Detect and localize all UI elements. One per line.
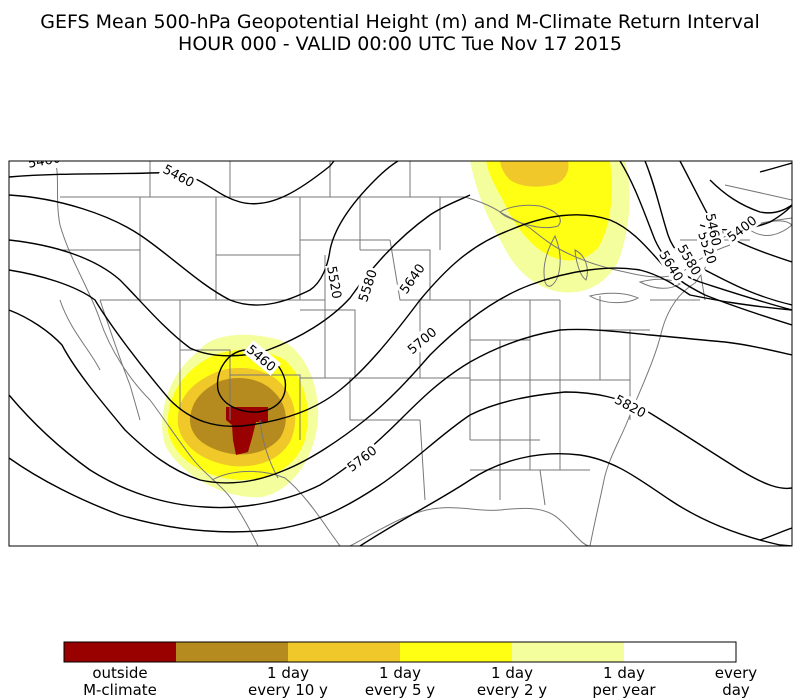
colorbar-label: outside M-climate [65,665,175,699]
colorbar-label-line2: every 10 y [248,681,328,699]
colorbar-label-line2: day [722,681,750,699]
colorbar-label-line2: every 2 y [476,681,548,699]
map-frame [8,160,793,547]
chart-title: GEFS Mean 500-hPa Geopotential Height (m… [40,11,760,33]
colorbar-label: 1 day per year [569,665,679,699]
colorbar-swatch [64,642,176,662]
contour-label: 5460 [27,151,62,172]
colorbar-label: 1 day every 2 y [457,665,567,699]
colorbar-label: 1 day every 10 y [233,665,343,699]
map-background [9,161,792,546]
colorbar-swatch [512,642,624,662]
colorbar-label-line1: 1 day [603,664,645,682]
contour-label: 5460 [702,212,724,247]
colorbar-label-line1: outside [92,664,148,682]
geographic-boundaries [54,161,792,546]
colorbar-frame [63,641,737,663]
colorbar-label-line1: 1 day [491,664,533,682]
contour-label: 5520 [323,265,344,300]
chart-subtitle: HOUR 000 - VALID 00:00 UTC Tue Nov 17 20… [178,33,622,55]
colorbar-swatch [624,642,736,662]
colorbar-label-line1: 1 day [267,664,309,682]
colorbar-swatch [400,642,512,662]
colorbar-swatch [288,642,400,662]
colorbar [64,642,736,662]
colorbar-swatch [176,642,288,662]
colorbar-label: every day [681,665,791,699]
colorbar-label-line2: per year [592,681,656,699]
colorbar-label-line1: 1 day [379,664,421,682]
colorbar-label-line2: M-climate [83,681,157,699]
colorbar-label: 1 day every 5 y [345,665,455,699]
colorbar-label-line2: every 5 y [364,681,436,699]
return-interval-shading-great-lakes [470,161,630,293]
colorbar-label-line1: every [714,664,758,682]
